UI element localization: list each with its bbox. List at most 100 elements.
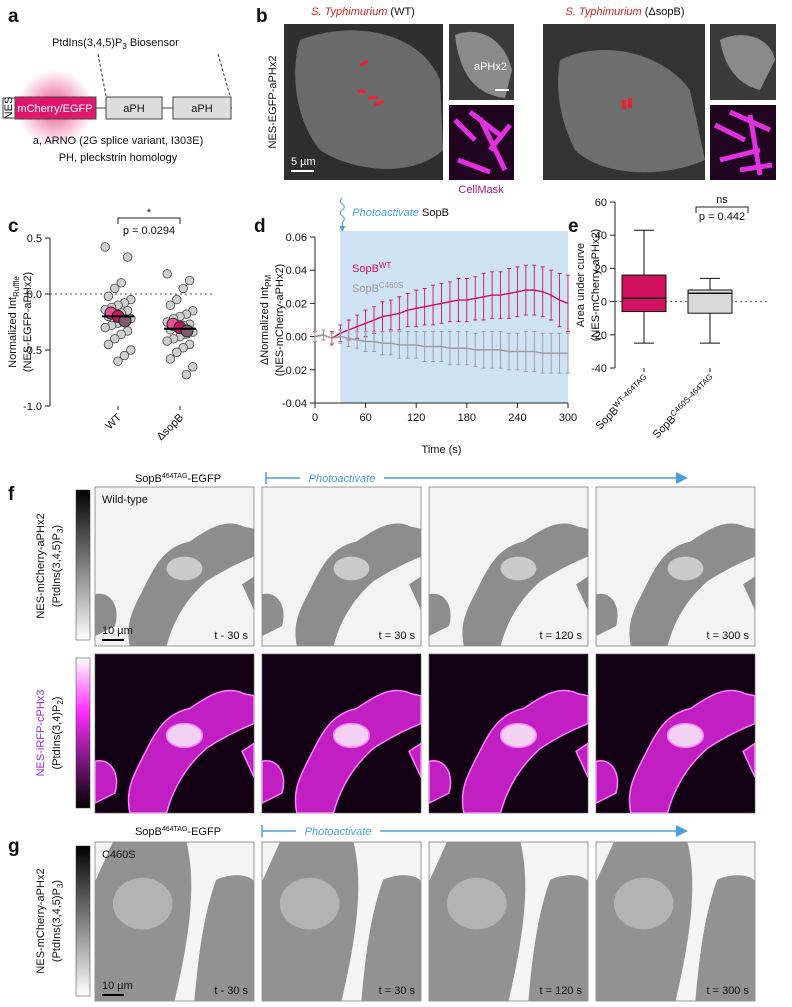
time-label: t = 300 s [706, 985, 749, 997]
inset-label: aPHx2 [474, 61, 507, 73]
y-tick-label: 40 [595, 230, 607, 242]
panel-letter: c [8, 216, 19, 237]
text-part: Ruffle [12, 276, 21, 297]
fluor-box [14, 96, 97, 120]
significance-bracket [117, 217, 181, 224]
row-lipid: (PtdIns(3,4,5)P3) [51, 880, 65, 962]
x-tick-label: 60 [359, 412, 371, 424]
x-tick-label: 180 [458, 412, 476, 424]
activation-arrow [339, 197, 345, 228]
y-tick-label: -1.0 [23, 401, 42, 413]
x-tick-label: ΔsopB [155, 412, 186, 443]
panel-letter: g [8, 836, 20, 857]
row-label: NES-mCherry-aPHx2 [35, 868, 47, 973]
y-tick-label: -0.5 [23, 345, 42, 357]
x-tick-label: 300 [559, 412, 577, 424]
fluor-label: mCherry/EGFP [17, 103, 92, 115]
photoactivate-arrow [265, 472, 688, 484]
y-axis-label: (NES-mCherry-aPHx2) [590, 229, 602, 341]
p-value: p = 0.442 [699, 211, 745, 223]
y-axis-label: (NES-EGFP-aPHx2) [22, 272, 34, 372]
y-axis-label: Normalized IntRuffle [7, 276, 21, 368]
panel-letter: a [8, 6, 19, 27]
y-tick-label: -20 [591, 330, 607, 342]
photoactivate-arrow [261, 825, 688, 837]
series-line [314, 289, 569, 340]
colorbar [75, 657, 91, 809]
data-point [110, 334, 120, 344]
micrograph [284, 24, 776, 180]
data-point [103, 339, 114, 350]
data-point [113, 356, 123, 366]
row-lipid: (PtdIns(3,4,5)P3) [51, 525, 65, 607]
photoactivate-label: Photoactivate [305, 826, 372, 838]
significance: * [147, 207, 152, 219]
y-tick-label: -40 [591, 363, 607, 375]
data-point [100, 242, 110, 252]
domain-box [172, 96, 232, 120]
y-tick-label: 0.02 [286, 298, 307, 310]
dashed-guide [217, 53, 231, 97]
x-tick-label: 0 [312, 412, 318, 424]
condition-label: Wild-type [102, 494, 148, 506]
panel-letter: b [256, 6, 268, 27]
text-part: WT [379, 261, 392, 270]
text-part: C460S [379, 281, 403, 290]
data-point [110, 283, 120, 294]
data-point [172, 347, 182, 357]
scale-bar-label: 10 µm [102, 980, 133, 992]
text-part: WT-464TAG [611, 372, 648, 409]
significance-bracket [695, 206, 749, 213]
condition-title: S. Typhimurium (WT) [311, 6, 415, 18]
x-tick-label: SopBC460S-464TAG [649, 372, 718, 441]
x-tick-label: SopBWT-464TAG [592, 372, 652, 432]
data-point [126, 345, 136, 355]
y-tick-label: 0.04 [286, 265, 307, 277]
data-point [100, 322, 110, 333]
nes-label: NES [3, 97, 15, 120]
arrow-head [339, 226, 346, 232]
data-point [178, 283, 188, 294]
biosensor-title: PtdIns(3,4,5)P3 Biosensor [52, 37, 179, 51]
condition-label: C460S [102, 849, 136, 861]
photoactivate-label: Photoactivate [309, 473, 376, 485]
y-axis-label: Area under curve [575, 243, 587, 327]
data-point [116, 278, 126, 288]
box [687, 289, 733, 314]
domain-box [105, 96, 163, 120]
y-tick-label: 20 [595, 263, 607, 275]
colorbar [75, 845, 91, 997]
text-part: SopB [419, 207, 449, 219]
construct-label: SopB464TAG-EGFP [135, 473, 221, 485]
y-tick-label: 0.00 [286, 332, 307, 344]
y-axis-label: ΔNormalized IntPM [259, 275, 273, 366]
time-label: t = 120 s [539, 630, 582, 642]
y-tick-label: 0 [601, 297, 607, 309]
scale-bar-label: 5 µm [291, 156, 316, 168]
text-part: Photoactivate [352, 207, 419, 219]
dashed-guide [97, 53, 107, 97]
text-part: SopB [352, 263, 379, 275]
row-label: NES-mCherry-aPHx2 [35, 513, 47, 618]
time-label: t = 300 s [706, 630, 749, 642]
caption: a, ARNO (2G splice variant, I303E) [33, 135, 204, 147]
construct-label: SopB464TAG-EGFP [135, 826, 221, 838]
data-point [103, 291, 114, 301]
overlay: t - 30 s t = 30 s t = 120 s t = 300 s t - 30… [102, 494, 749, 997]
time-label: t = 120 s [539, 985, 582, 997]
data-point [165, 354, 176, 364]
text-part: C460S-464TAG [668, 372, 714, 418]
colorbar [75, 489, 91, 641]
text-part: Normalized Int [7, 297, 19, 368]
replicate-mean [180, 324, 194, 338]
row-label: NES-EGFP-aPHx2 [267, 56, 279, 149]
inset-label: CellMask [458, 184, 504, 196]
text-part: SopB [352, 283, 379, 295]
highlight [340, 231, 568, 403]
x-tick-label: 240 [508, 412, 526, 424]
panel-letter: f [8, 484, 15, 505]
data-point [116, 329, 126, 340]
significance: ns [716, 194, 728, 206]
x-tick-label: WT [104, 411, 125, 432]
